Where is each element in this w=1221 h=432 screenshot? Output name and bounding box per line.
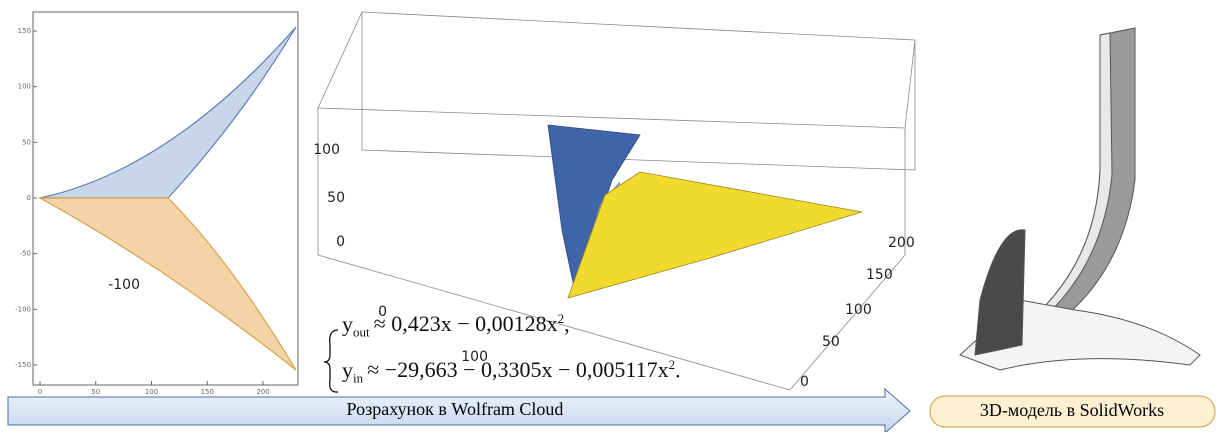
y-tick-label: 0 (27, 194, 31, 202)
y-tick-label: 100 (18, 83, 31, 91)
y-tick-label: 150 (18, 27, 31, 35)
x-tick-label: -100 (108, 277, 140, 293)
equation: yout≈ 0,423x − 0,00128x2, (342, 303, 681, 349)
equation-end: . (675, 357, 681, 382)
equation-rhs: ≈ −29,663 − 0,3305x − 0,005117x (367, 357, 668, 382)
y-tick-label: 50 (22, 138, 31, 146)
equation-sub: out (353, 325, 370, 340)
y-tick-label: -150 (15, 361, 31, 369)
box-label: 3D-модель в SolidWorks (980, 400, 1164, 420)
x-tick-label: 50 (91, 388, 100, 396)
y-tick-label: 200 (888, 235, 915, 251)
equation-lhs: y (342, 357, 353, 382)
model-fin (975, 230, 1025, 355)
plot-2d: 0 50 100 150 200 -150 -100 -50 0 50 100 150 (15, 12, 298, 396)
brace (324, 330, 338, 392)
solid-model (960, 28, 1200, 370)
x-tick-label: 100 (145, 388, 158, 396)
equation-rhs: ≈ 0,423x − 0,00128x (374, 311, 558, 336)
x-tick-label: 150 (201, 388, 214, 396)
page: 0 50 100 150 200 -150 -100 -50 0 50 100 150 0 50 100 -… (0, 0, 1221, 432)
equation: yin≈ −29,663 − 0,3305x − 0,005117x2. (342, 349, 681, 395)
y-tick-label: 0 (800, 374, 809, 390)
y-tick-label: 50 (822, 334, 840, 350)
x-tick-label: 200 (256, 388, 269, 396)
equation-lhs: y (342, 311, 353, 336)
y-tick-label: 100 (845, 302, 872, 318)
equation-sub: in (353, 370, 363, 385)
equations: yout≈ 0,423x − 0,00128x2,yin≈ −29,663 − … (342, 303, 681, 394)
y-tick-label: -50 (20, 250, 31, 258)
arrow-label: Розрахунок в Wolfram Cloud (347, 399, 564, 419)
y-tick-label: 150 (866, 267, 893, 283)
surface-yellow (568, 172, 862, 298)
z-tick-label: 50 (327, 190, 345, 206)
equation-end: , (564, 311, 570, 336)
z-tick-label: 100 (313, 142, 340, 158)
y-tick-label: -100 (15, 305, 31, 313)
x-tick-label: 0 (38, 388, 42, 396)
z-tick-label: 0 (336, 234, 345, 250)
